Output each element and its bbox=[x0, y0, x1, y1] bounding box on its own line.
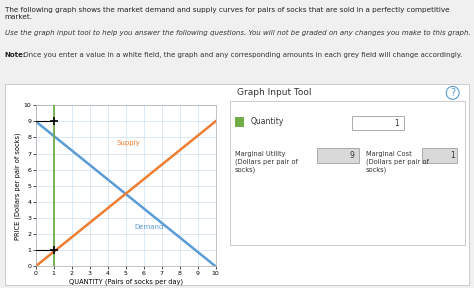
Bar bbox=[235, 117, 244, 127]
Text: 9: 9 bbox=[349, 151, 354, 160]
Text: Note:: Note: bbox=[5, 52, 27, 58]
FancyBboxPatch shape bbox=[352, 116, 403, 130]
Text: Graph Input Tool: Graph Input Tool bbox=[237, 88, 311, 97]
X-axis label: QUANTITY (Pairs of socks per day): QUANTITY (Pairs of socks per day) bbox=[69, 278, 182, 285]
Text: Demand: Demand bbox=[135, 224, 164, 230]
Text: Once you enter a value in a white field, the graph and any corresponding amounts: Once you enter a value in a white field,… bbox=[21, 52, 463, 58]
FancyBboxPatch shape bbox=[422, 148, 457, 163]
Text: Quantity: Quantity bbox=[251, 117, 284, 126]
Text: The following graph shows the market demand and supply curves for pairs of socks: The following graph shows the market dem… bbox=[5, 7, 449, 20]
Y-axis label: PRICE (Dollars per pair of socks): PRICE (Dollars per pair of socks) bbox=[14, 132, 21, 240]
Text: 1: 1 bbox=[394, 119, 399, 128]
FancyBboxPatch shape bbox=[317, 148, 359, 163]
Text: Use the graph input tool to help you answer the following questions. You will no: Use the graph input tool to help you ans… bbox=[5, 30, 471, 36]
Text: Marginal Utility
(Dollars per pair of
socks): Marginal Utility (Dollars per pair of so… bbox=[235, 151, 298, 173]
Text: ?: ? bbox=[450, 88, 455, 98]
Text: Marginal Cost
(Dollars per pair of
socks): Marginal Cost (Dollars per pair of socks… bbox=[366, 151, 429, 173]
Text: Supply: Supply bbox=[117, 141, 140, 146]
Text: 1: 1 bbox=[450, 151, 455, 160]
